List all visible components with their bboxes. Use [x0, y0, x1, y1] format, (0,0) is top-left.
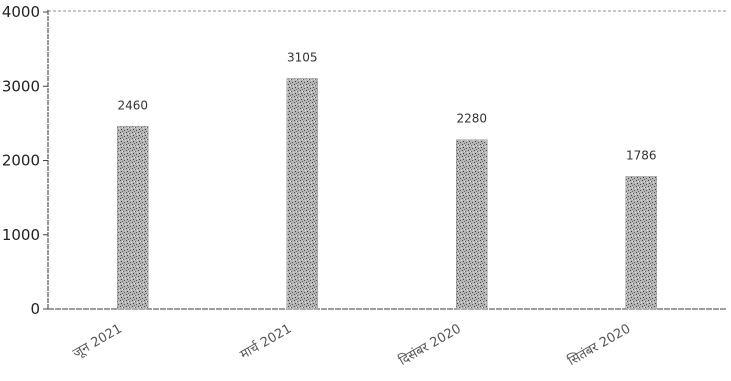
- bar-value-label: 1786: [626, 148, 657, 162]
- bar: [456, 139, 488, 310]
- bar-value-label: 3105: [287, 50, 318, 64]
- x-category-label: जून 2021: [70, 321, 124, 361]
- y-tick-label: 3000: [2, 77, 40, 95]
- y-tick-label: 0: [30, 300, 40, 318]
- bar: [625, 176, 657, 310]
- bar: [117, 126, 149, 310]
- x-category-label: दिसंबर 2020: [396, 321, 464, 369]
- plot-area: 0 1000 2000 3000 4000 2460 जून 2021 3105 मार्च 2…: [2, 3, 726, 369]
- y-tick-label: 1000: [2, 226, 40, 244]
- x-category-label: सितंबर 2020: [565, 321, 633, 370]
- y-tick-label: 4000: [2, 3, 40, 21]
- bar-value-label: 2460: [117, 98, 148, 112]
- bar-value-label: 2280: [456, 112, 487, 126]
- bar: [286, 78, 318, 310]
- x-category-label: मार्च 2021: [237, 321, 294, 363]
- y-tick-label: 2000: [2, 152, 40, 170]
